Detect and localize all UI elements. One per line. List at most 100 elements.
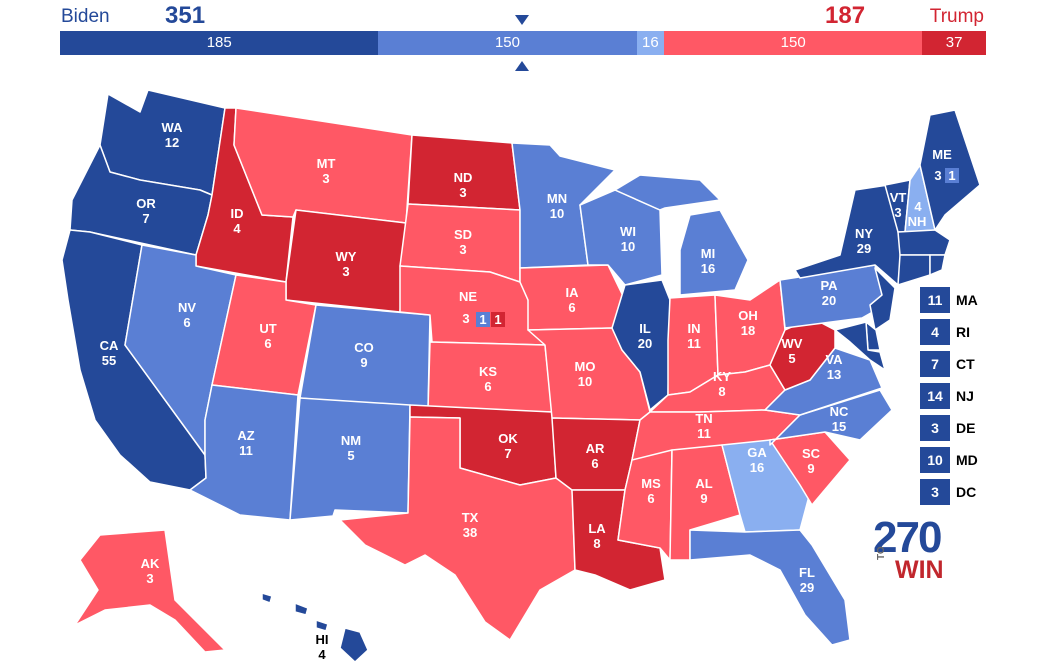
label-ne-ev: 3 [462,311,469,326]
state-hi-islands[interactable] [261,592,329,632]
label-wy: WY [336,249,357,264]
label-mt-ev: 3 [322,171,329,186]
state-mi[interactable] [679,209,749,296]
label-ny: NY [855,226,873,241]
bar-segment-safe-rep[interactable]: 37 [922,31,986,55]
label-me-ev: 3 [934,168,941,183]
label-nd: ND [454,170,473,185]
label-wi: WI [620,224,636,239]
label-nv: NV [178,300,196,315]
small-state-abbr: RI [956,324,970,340]
label-la: LA [588,521,606,536]
label-mi: MI [701,246,715,261]
small-state-abbr: MA [956,292,978,308]
small-state-abbr: DE [956,420,976,436]
label-mt: MT [317,156,336,171]
state-fl[interactable] [689,529,851,646]
label-mi-ev: 16 [701,261,715,276]
state-ct[interactable] [897,254,931,286]
label-wy-ev: 3 [342,264,349,279]
label-nh: NH [908,214,927,229]
label-ca: CA [100,338,119,353]
small-state-ma[interactable]: 11 MA [920,286,978,314]
small-state-dc[interactable]: 3 DC [920,478,976,506]
label-ca-ev: 55 [102,353,116,368]
bar-segment-likely-rep[interactable]: 150 [664,31,923,55]
270-marker-bottom-icon [515,61,529,71]
label-ky-ev: 8 [718,384,725,399]
bar-segment-safe-dem[interactable]: 185 [60,31,379,55]
state-hi[interactable] [339,627,369,663]
state-ma[interactable] [897,229,951,256]
label-mn: MN [547,191,567,206]
label-ny-ev: 29 [857,241,871,256]
label-az-ev: 11 [239,443,253,458]
label-nh-ev: 4 [914,199,922,214]
label-co: CO [354,340,374,355]
label-pa-ev: 20 [822,293,836,308]
state-az[interactable] [189,384,299,521]
state-il[interactable] [611,279,671,411]
label-ut-ev: 6 [264,336,271,351]
ne-cd3-box[interactable] [491,312,505,327]
state-ak[interactable] [74,529,226,653]
me-cd2-box[interactable] [945,168,959,183]
state-tx[interactable] [339,416,576,641]
small-state-de[interactable]: 3 DE [920,414,975,442]
small-state-ev: 3 [920,415,950,441]
small-state-nj[interactable]: 14 NJ [920,382,974,410]
label-oh: OH [738,308,758,323]
label-tx-ev: 38 [463,525,477,540]
small-state-abbr: NJ [956,388,974,404]
270towin-logo[interactable]: 270 TO WIN [873,513,944,583]
ne-cd3-ev: 1 [494,312,501,327]
270-marker-top-icon [515,15,529,25]
small-state-md[interactable]: 10 MD [920,446,978,474]
label-hi-ev: 4 [318,647,326,662]
label-co-ev: 9 [360,355,367,370]
small-state-abbr: CT [956,356,975,372]
label-ga: GA [747,445,767,460]
state-wy[interactable] [285,209,407,313]
bar-segment-likely-dem[interactable]: 150 [378,31,637,55]
label-tn-ev: 11 [697,426,711,441]
label-la-ev: 8 [593,536,600,551]
small-state-ev: 11 [920,287,950,313]
state-md[interactable] [834,321,886,371]
label-nc-ev: 15 [832,419,846,434]
label-al-ev: 9 [700,491,707,506]
label-ar-ev: 6 [591,456,598,471]
label-il-ev: 20 [638,336,652,351]
biden-total: 351 [165,2,206,29]
logo-number: 270 [873,513,942,562]
small-state-ev: 3 [920,479,950,505]
label-sc-ev: 9 [807,461,814,476]
small-state-ev: 4 [920,319,950,345]
label-sc: SC [802,446,821,461]
label-id-ev: 4 [233,221,241,236]
label-ne: NE [459,289,477,304]
small-state-abbr: DC [956,484,977,500]
label-va-ev: 13 [827,367,841,382]
label-vt-ev: 3 [894,205,901,220]
label-wv-ev: 5 [788,351,795,366]
label-tn: TN [695,411,712,426]
label-wv: WV [782,336,803,351]
label-nv-ev: 6 [183,315,190,330]
label-ms-ev: 6 [647,491,654,506]
ne-cd2-box[interactable] [476,312,490,327]
me-cd2-ev: 1 [948,168,955,183]
small-state-ev: 14 [920,383,950,409]
small-state-ri[interactable]: 4 RI [920,318,970,346]
small-state-ev: 7 [920,351,950,377]
state-ny[interactable] [794,184,903,286]
state-ri[interactable] [929,254,946,276]
small-state-ct[interactable]: 7 CT [920,350,975,378]
label-ar: AR [586,441,605,456]
label-or: OR [136,196,156,211]
bar-segment-lean-dem[interactable]: 16 [636,31,665,55]
label-pa: PA [820,278,838,293]
state-mi-up[interactable] [614,174,721,211]
label-me: ME [932,147,952,162]
